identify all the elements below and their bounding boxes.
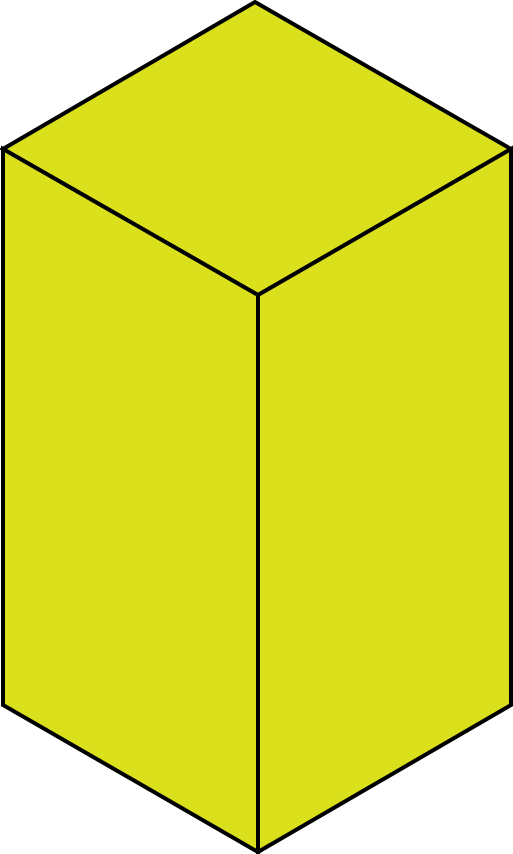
prism-right-face: [256, 145, 513, 854]
